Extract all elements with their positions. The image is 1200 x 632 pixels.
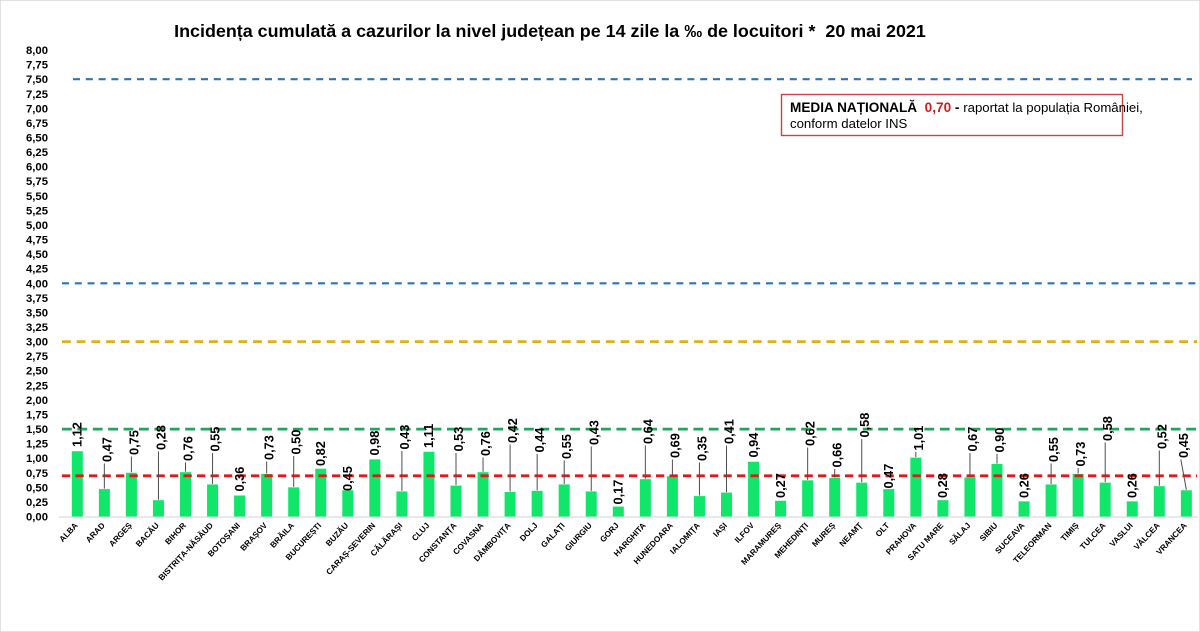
svg-text:0,43: 0,43 [397, 425, 412, 450]
svg-text:0,47: 0,47 [99, 437, 114, 462]
svg-text:3,50: 3,50 [26, 307, 48, 319]
svg-text:0,50: 0,50 [26, 482, 48, 494]
svg-text:4,25: 4,25 [26, 264, 48, 276]
svg-text:2,75: 2,75 [26, 351, 48, 363]
svg-text:0,26: 0,26 [1016, 473, 1031, 498]
svg-text:0,27: 0,27 [773, 473, 788, 498]
svg-text:0,75: 0,75 [126, 430, 141, 455]
svg-text:1,50: 1,50 [26, 424, 48, 436]
svg-text:3,25: 3,25 [26, 322, 48, 334]
svg-text:0,53: 0,53 [451, 427, 466, 452]
svg-text:4,50: 4,50 [26, 249, 48, 261]
svg-text:5,25: 5,25 [26, 205, 48, 217]
svg-text:0,26: 0,26 [1124, 473, 1139, 498]
svg-text:0,45: 0,45 [340, 466, 355, 491]
svg-text:4,75: 4,75 [26, 235, 48, 247]
svg-text:0,55: 0,55 [208, 427, 223, 452]
svg-text:1,11: 1,11 [421, 424, 436, 448]
svg-text:0,66: 0,66 [830, 443, 845, 468]
svg-text:0,94: 0,94 [746, 432, 761, 458]
svg-text:5,00: 5,00 [26, 220, 48, 232]
svg-text:0,98: 0,98 [367, 431, 382, 456]
svg-text:2,50: 2,50 [26, 366, 48, 378]
svg-text:6,00: 6,00 [26, 162, 48, 174]
svg-text:8,00: 8,00 [26, 45, 48, 57]
svg-text:0,55: 0,55 [1046, 437, 1061, 462]
svg-text:6,25: 6,25 [26, 147, 48, 159]
svg-text:1,00: 1,00 [26, 453, 48, 465]
svg-text:0,58: 0,58 [857, 413, 872, 438]
svg-text:Incidența cumulată a cazurilor: Incidența cumulată a cazurilor la nivel … [174, 21, 926, 41]
svg-text:5,50: 5,50 [26, 191, 48, 203]
svg-text:7,75: 7,75 [26, 60, 48, 72]
svg-text:4,00: 4,00 [26, 278, 48, 290]
svg-text:0,75: 0,75 [26, 468, 48, 480]
svg-text:6,50: 6,50 [26, 133, 48, 145]
svg-text:0,67: 0,67 [965, 427, 980, 452]
svg-text:0,73: 0,73 [1073, 442, 1088, 467]
svg-text:1,25: 1,25 [26, 439, 48, 451]
svg-text:0,28: 0,28 [153, 425, 168, 450]
svg-text:0,50: 0,50 [289, 430, 304, 455]
svg-text:0,35: 0,35 [694, 436, 709, 461]
svg-text:0,17: 0,17 [611, 480, 626, 505]
svg-text:1,12: 1,12 [70, 422, 85, 447]
svg-text:2,25: 2,25 [26, 380, 48, 392]
svg-text:0,82: 0,82 [313, 441, 328, 466]
svg-text:0,52: 0,52 [1154, 424, 1169, 449]
svg-text:7,50: 7,50 [26, 74, 48, 86]
svg-text:0,90: 0,90 [992, 428, 1007, 453]
svg-text:2,00: 2,00 [26, 395, 48, 407]
svg-text:0,73: 0,73 [262, 435, 277, 460]
svg-text:5,75: 5,75 [26, 176, 48, 188]
svg-text:0,25: 0,25 [26, 497, 48, 509]
svg-text:0,42: 0,42 [505, 418, 520, 443]
svg-text:1,75: 1,75 [26, 410, 48, 422]
svg-text:0,28: 0,28 [935, 473, 950, 498]
svg-text:0,64: 0,64 [640, 418, 655, 444]
svg-text:conform datelor INS: conform datelor INS [790, 116, 907, 131]
svg-text:0,43: 0,43 [586, 420, 601, 445]
svg-text:0,55: 0,55 [559, 434, 574, 459]
svg-text:1,01: 1,01 [911, 426, 926, 451]
svg-text:0,62: 0,62 [803, 421, 818, 446]
svg-text:0,58: 0,58 [1100, 416, 1115, 441]
svg-text:0,76: 0,76 [181, 436, 196, 461]
svg-text:7,25: 7,25 [26, 89, 48, 101]
svg-text:0,36: 0,36 [232, 467, 247, 492]
svg-text:0,44: 0,44 [532, 427, 547, 453]
svg-text:0,45: 0,45 [1176, 433, 1191, 458]
svg-text:3,00: 3,00 [26, 337, 48, 349]
svg-text:0,41: 0,41 [722, 419, 737, 444]
svg-text:0,00: 0,00 [26, 512, 48, 524]
svg-text:3,75: 3,75 [26, 293, 48, 305]
svg-text:6,75: 6,75 [26, 118, 48, 130]
svg-text:MEDIA NAȚIONALĂ 0,70 - raport: MEDIA NAȚIONALĂ 0,70 - raportat la popul… [790, 100, 1143, 115]
svg-text:0,69: 0,69 [667, 433, 682, 458]
svg-text:0,47: 0,47 [881, 464, 896, 489]
svg-text:7,00: 7,00 [26, 103, 48, 115]
svg-text:0,76: 0,76 [478, 431, 493, 456]
